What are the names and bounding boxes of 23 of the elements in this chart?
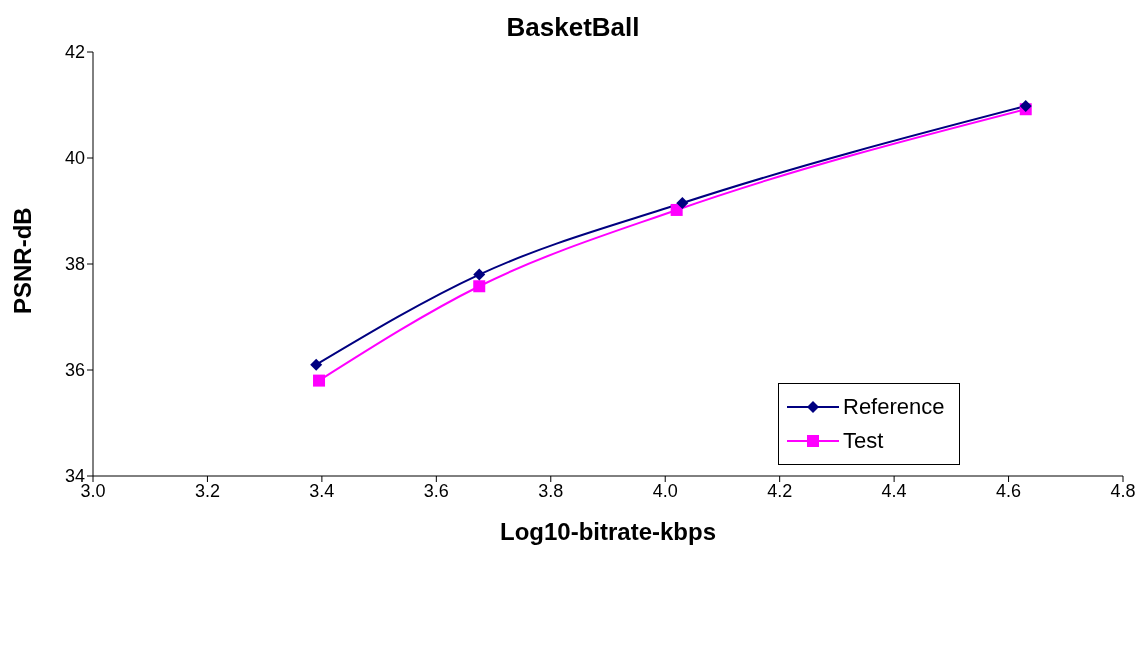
x-tick-label: 4.6 bbox=[996, 480, 1022, 501]
y-tick-label: 42 bbox=[64, 42, 85, 63]
y-tick-label: 38 bbox=[64, 254, 85, 275]
point bbox=[473, 280, 486, 293]
x-tick-label: 4.2 bbox=[767, 480, 793, 501]
legend-label: Test bbox=[843, 428, 884, 454]
x-tick-label: 3.2 bbox=[194, 480, 220, 501]
x-axis-title: Log10-bitrate-kbps bbox=[499, 518, 717, 545]
chart-title: BasketBall bbox=[505, 12, 641, 43]
point bbox=[310, 358, 323, 371]
y-tick-label: 36 bbox=[64, 360, 85, 381]
point bbox=[313, 374, 326, 387]
x-tick-label: 4.8 bbox=[1110, 480, 1136, 501]
x-tick-label: 3.6 bbox=[423, 480, 449, 501]
y-tick-label: 40 bbox=[64, 148, 85, 169]
x-tick-label: 4.4 bbox=[881, 480, 907, 501]
x-tick-label: 4.0 bbox=[652, 480, 678, 501]
x-tick-label: 3.4 bbox=[309, 480, 335, 501]
y-axis-title: PSNR-dB bbox=[8, 207, 36, 314]
point bbox=[473, 268, 486, 281]
point bbox=[676, 197, 689, 210]
legend-label: Reference bbox=[843, 394, 945, 420]
x-tick-label: 3.8 bbox=[538, 480, 564, 501]
